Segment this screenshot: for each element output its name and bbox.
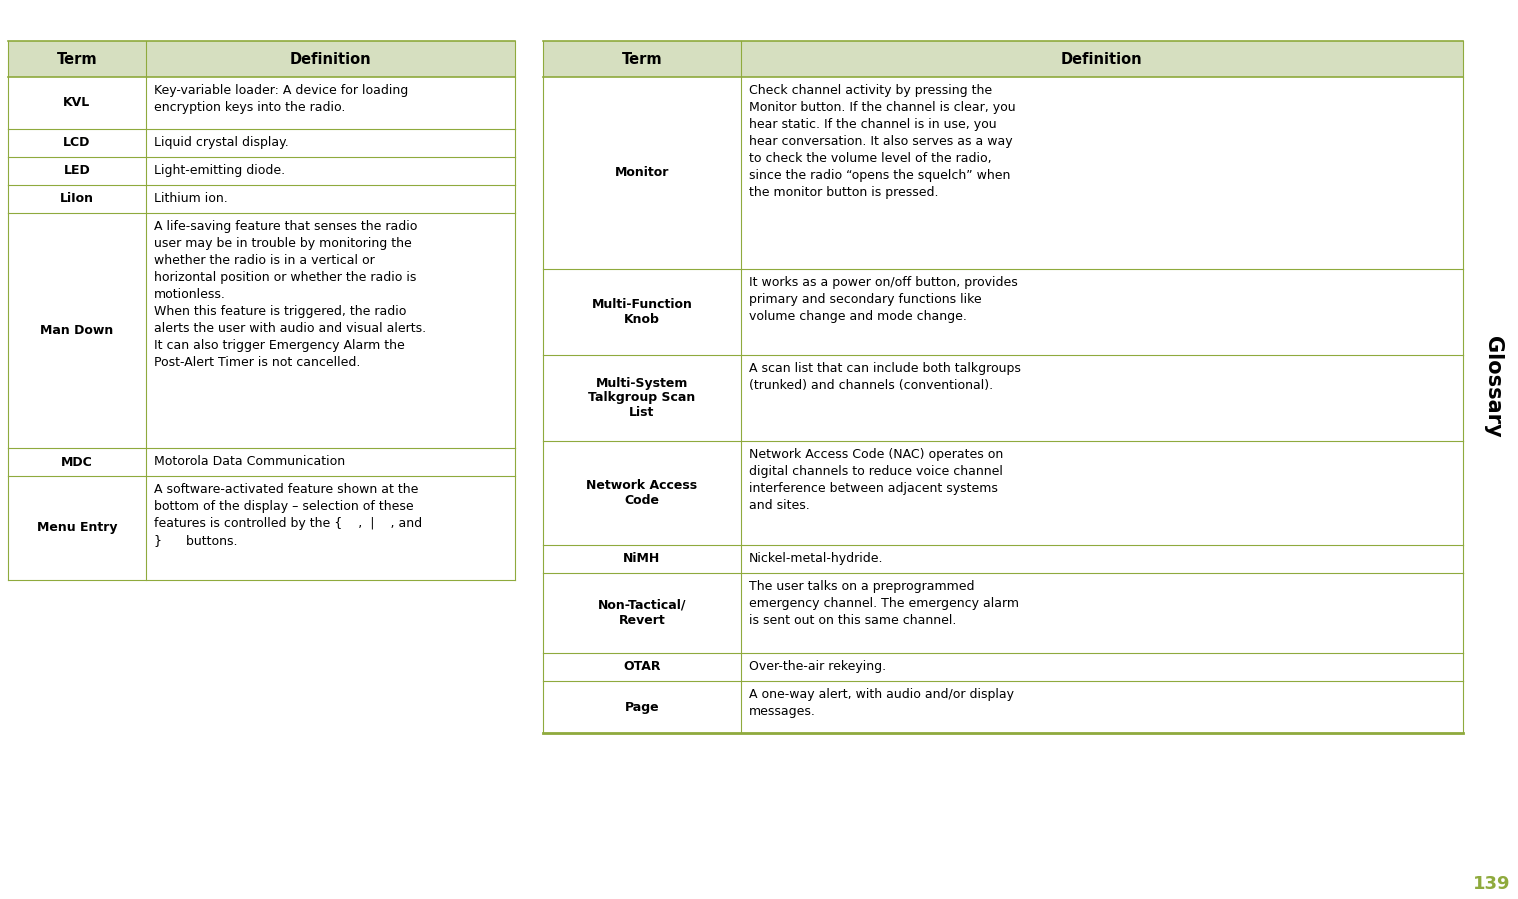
Text: Term: Term [56,51,97,67]
Text: Nickel-metal-hydride.: Nickel-metal-hydride. [748,552,883,565]
Bar [8,41,515,77]
Text: Term: Term [621,51,662,67]
Bar [8,185,515,213]
Text: Key-variable loader: A device for loading
encryption keys into the radio.: Key-variable loader: A device for loadin… [153,84,408,114]
Text: Man Down: Man Down [41,324,114,337]
Bar [543,269,1463,355]
Text: MDC: MDC [61,456,93,468]
Bar [8,77,515,129]
Text: Motorola Data Communication: Motorola Data Communication [153,455,345,468]
Bar [543,681,1463,733]
Text: 139: 139 [1472,875,1510,893]
Bar [543,355,1463,441]
Bar [8,157,515,185]
Text: It works as a power on/off button, provides
primary and secondary functions like: It works as a power on/off button, provi… [748,276,1017,323]
Text: The user talks on a preprogrammed
emergency channel. The emergency alarm
is sent: The user talks on a preprogrammed emerge… [748,580,1019,627]
Text: Definition: Definition [1061,51,1143,67]
Text: A one-way alert, with audio and/or display
messages.: A one-way alert, with audio and/or displ… [748,688,1014,718]
Bar [8,129,515,157]
Text: A life-saving feature that senses the radio
user may be in trouble by monitoring: A life-saving feature that senses the ra… [153,220,427,369]
Bar [543,77,1463,269]
Text: Network Access
Code: Network Access Code [586,479,697,507]
Text: Network Access Code (NAC) operates on
digital channels to reduce voice channel
i: Network Access Code (NAC) operates on di… [748,448,1003,512]
Text: Check channel activity by pressing the
Monitor button. If the channel is clear, : Check channel activity by pressing the M… [748,84,1016,199]
Text: A scan list that can include both talkgroups
(trunked) and channels (conventiona: A scan list that can include both talkgr… [748,362,1020,392]
Bar [8,213,515,448]
Text: Non-Tactical/
Revert: Non-Tactical/ Revert [598,599,686,627]
Bar [543,41,1463,77]
Text: Definition: Definition [290,51,372,67]
Text: Monitor: Monitor [615,166,669,180]
Text: Page: Page [624,700,659,714]
Text: NiMH: NiMH [624,553,660,565]
Bar [543,653,1463,681]
Text: LED: LED [64,165,91,177]
Text: A software-activated feature shown at the
bottom of the display – selection of t: A software-activated feature shown at th… [153,483,422,547]
Bar [8,448,515,476]
Text: Glossary: Glossary [1483,336,1503,438]
Text: Multi-System
Talkgroup Scan
List: Multi-System Talkgroup Scan List [589,377,695,420]
Text: LCD: LCD [64,137,91,149]
Text: Menu Entry: Menu Entry [36,521,117,535]
Bar [543,545,1463,573]
Text: Liquid crystal display.: Liquid crystal display. [153,136,288,149]
Text: LiIon: LiIon [59,192,94,206]
Bar [543,573,1463,653]
Text: Light-emitting diode.: Light-emitting diode. [153,164,285,177]
Text: KVL: KVL [64,96,91,110]
Text: Lithium ion.: Lithium ion. [153,192,228,205]
Text: Multi-Function
Knob: Multi-Function Knob [592,298,692,326]
Bar [543,441,1463,545]
Text: Over-the-air rekeying.: Over-the-air rekeying. [748,660,887,673]
Bar [8,476,515,580]
Text: OTAR: OTAR [624,661,660,673]
